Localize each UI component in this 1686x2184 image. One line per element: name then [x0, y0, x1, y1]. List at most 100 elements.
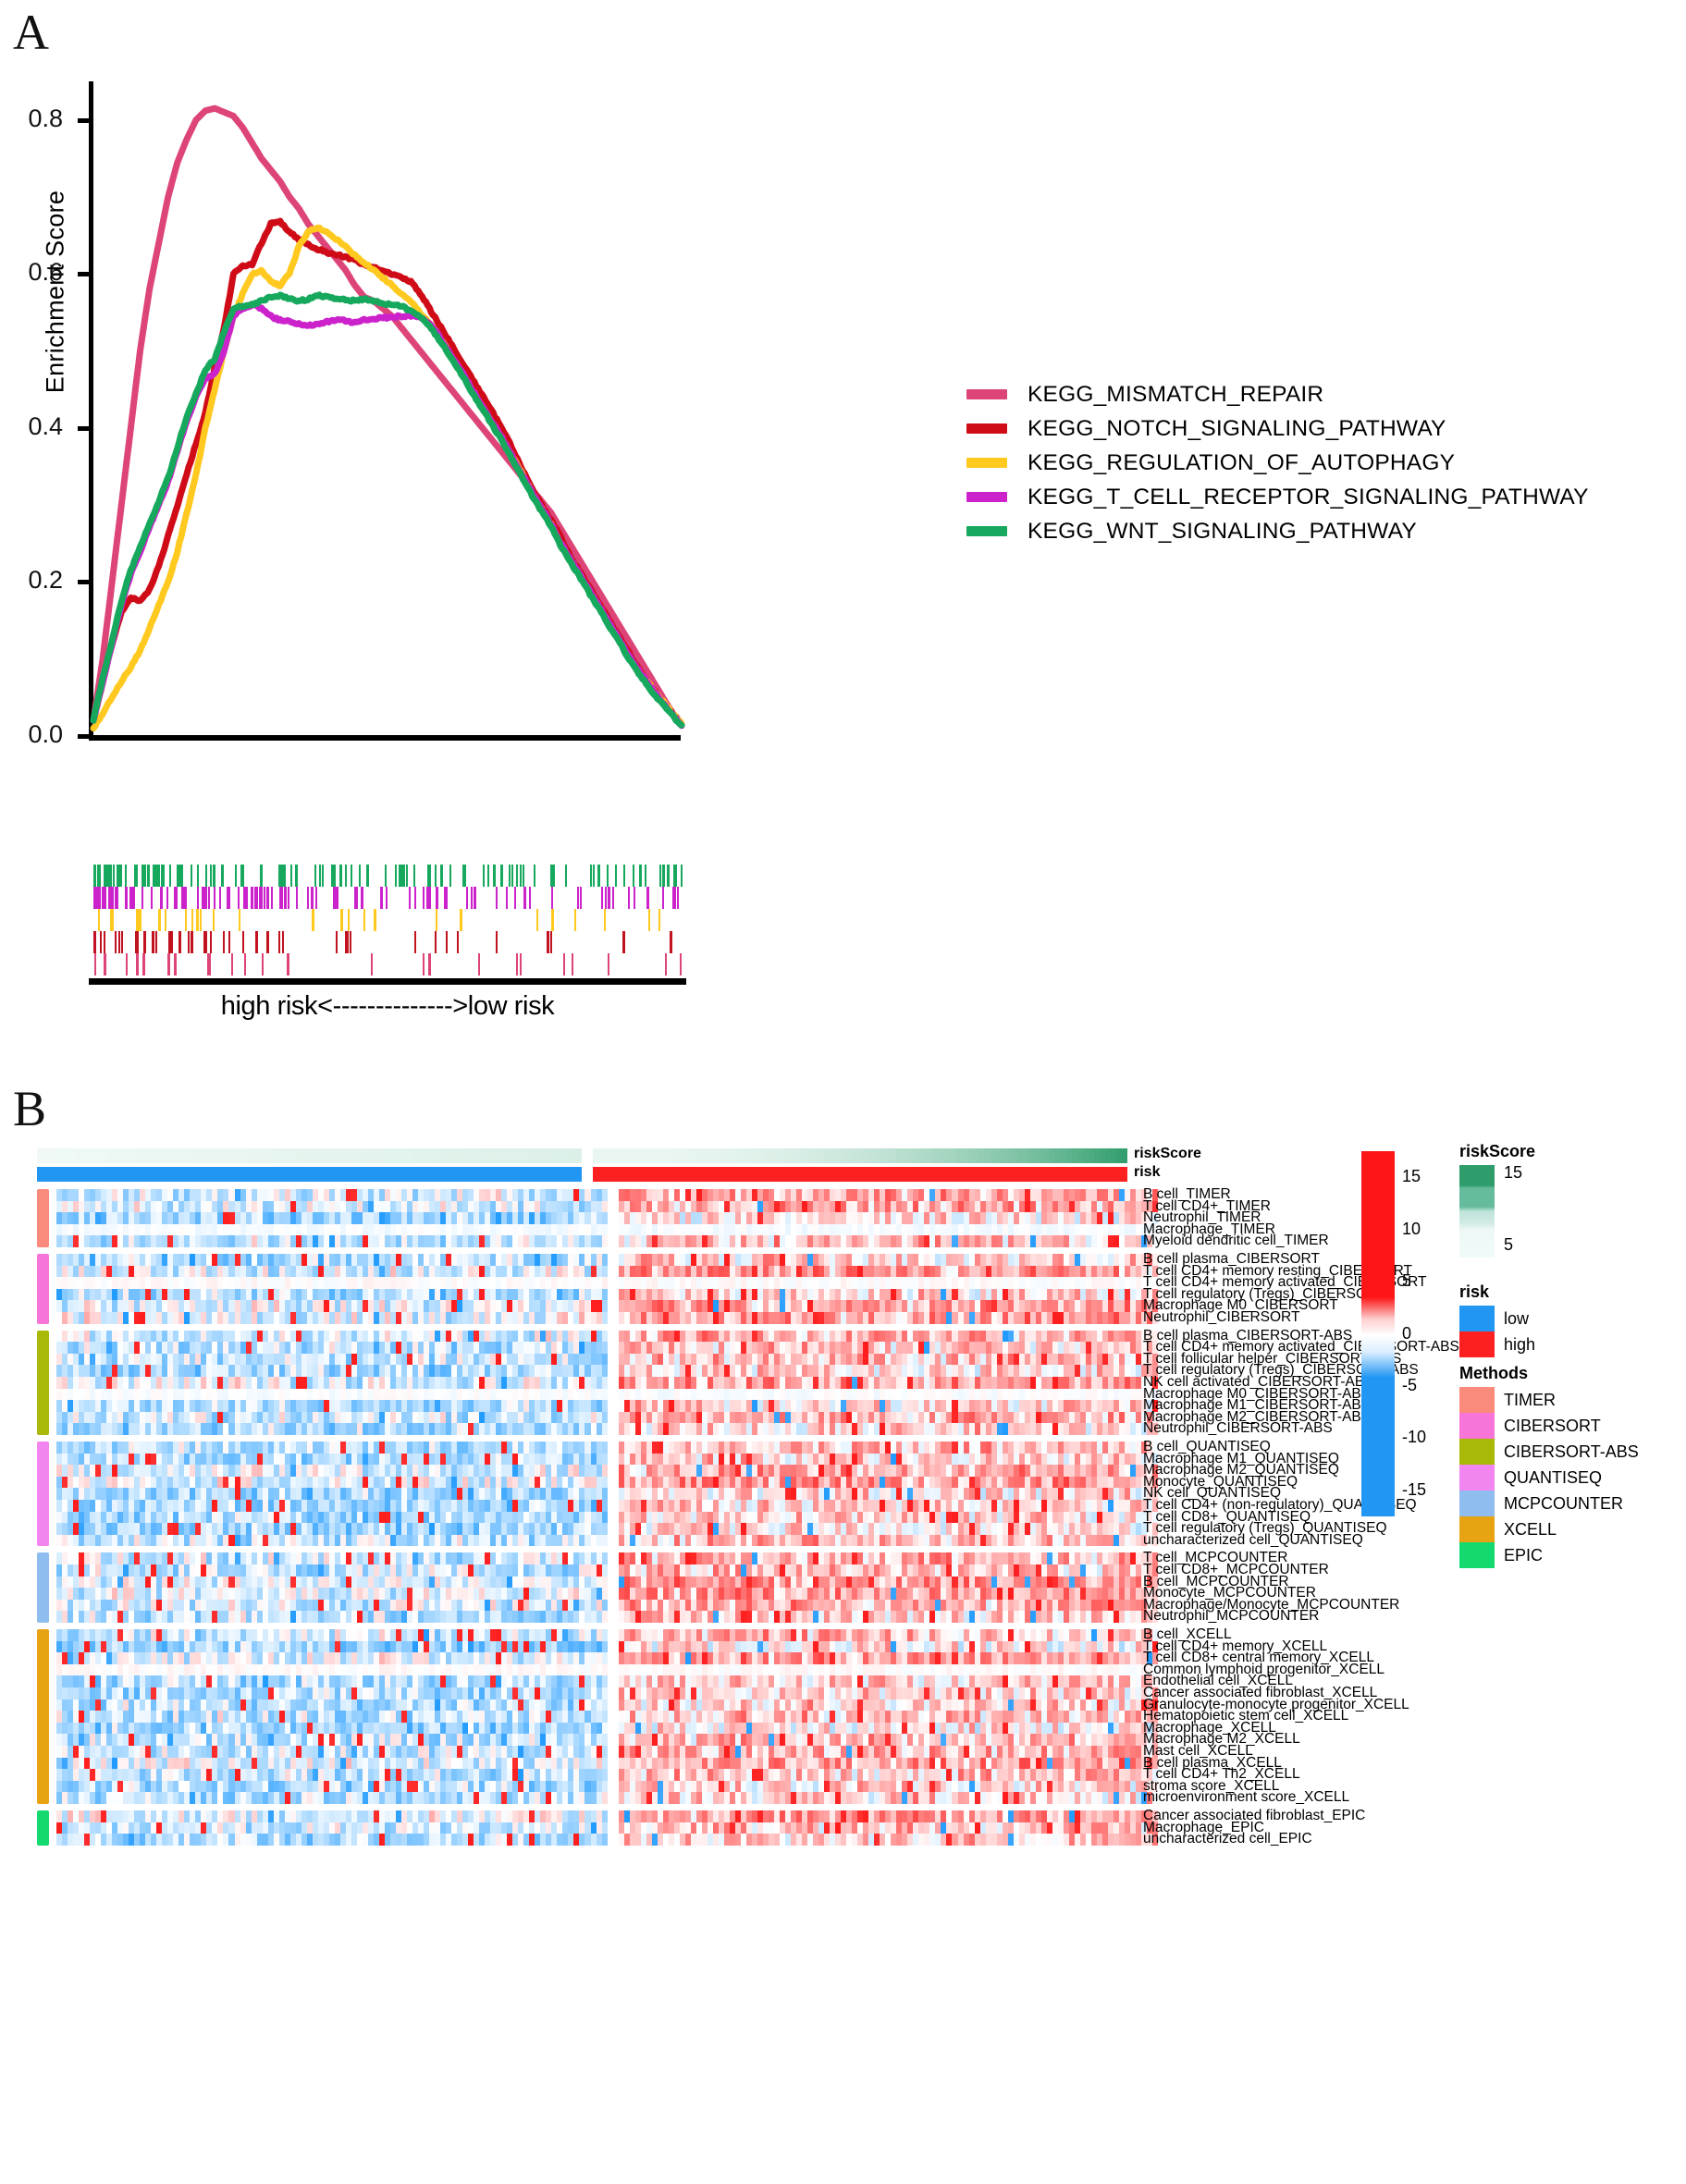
- risk-annotation-cell: [339, 1167, 346, 1182]
- heatmap-cell: [662, 1400, 669, 1412]
- heatmap-cell: [373, 1453, 379, 1466]
- risk-annotation-cell: [108, 1167, 115, 1182]
- heatmap-cell: [485, 1200, 491, 1213]
- heatmap-cell: [1101, 1265, 1108, 1278]
- heatmap-cell: [734, 1376, 741, 1389]
- heatmap-cell: [351, 1265, 357, 1278]
- heatmap-cell: [768, 1342, 774, 1354]
- heatmap-cell: [273, 1423, 279, 1435]
- heatmap-cell: [457, 1411, 463, 1424]
- heatmap-cell: [629, 1288, 635, 1301]
- heatmap-cell: [167, 1330, 174, 1343]
- heatmap-cell: [546, 1411, 552, 1424]
- heatmap-cell: [1096, 1423, 1102, 1435]
- heatmap-cell: [356, 1400, 363, 1412]
- heatmap-cell: [190, 1342, 196, 1354]
- heatmap-cell: [891, 1330, 897, 1343]
- heatmap-cell: [95, 1277, 102, 1289]
- heatmap-cell: [745, 1353, 752, 1366]
- heatmap-cell: [140, 1441, 146, 1454]
- heatmap-cell: [846, 1353, 853, 1366]
- heatmap-cell: [240, 1388, 246, 1401]
- heatmap-cell: [178, 1288, 185, 1301]
- heatmap-cell: [623, 1288, 630, 1301]
- risk-annotation-cell: [675, 1167, 682, 1182]
- heatmap-cell: [262, 1453, 268, 1466]
- heatmap-cell: [1029, 1353, 1036, 1366]
- heatmap-cell: [773, 1265, 780, 1278]
- heatmap-cell: [690, 1376, 696, 1389]
- heatmap-cell: [323, 1441, 329, 1454]
- heatmap-cell: [212, 1376, 218, 1389]
- riskscore-annotation-cell: [1039, 1148, 1045, 1163]
- heatmap-cell: [328, 1400, 335, 1412]
- heatmap-cell: [134, 1423, 141, 1435]
- heatmap-cell: [913, 1423, 919, 1435]
- heatmap-cell: [167, 1353, 174, 1366]
- heatmap-cell: [378, 1311, 385, 1324]
- heatmap-cell: [768, 1411, 774, 1424]
- heatmap-cell: [496, 1411, 502, 1424]
- heatmap-cell: [95, 1300, 102, 1312]
- riskscore-annotation-cell: [708, 1148, 715, 1163]
- heatmap-cell: [891, 1388, 897, 1401]
- heatmap-cell: [579, 1376, 585, 1389]
- heatmap-cell: [468, 1365, 474, 1377]
- heatmap-cell: [262, 1277, 268, 1289]
- heatmap-cell: [367, 1254, 374, 1266]
- heatmap-cell: [835, 1189, 842, 1201]
- heatmap-cell: [418, 1400, 425, 1412]
- heatmap-cell: [1101, 1388, 1108, 1401]
- rug-tick: [97, 865, 99, 887]
- heatmap-cell: [1057, 1254, 1064, 1266]
- heatmap-cell: [668, 1376, 674, 1389]
- heatmap-cell: [830, 1365, 836, 1377]
- heatmap-cell: [389, 1235, 396, 1247]
- heatmap-cell: [585, 1311, 591, 1324]
- heatmap-cell: [201, 1342, 207, 1354]
- heatmap-cell: [679, 1330, 685, 1343]
- heatmap-cell: [991, 1212, 997, 1224]
- rug-tick: [413, 887, 416, 909]
- heatmap-cell: [395, 1200, 401, 1213]
- heatmap-cell: [173, 1254, 179, 1266]
- heatmap-cell: [802, 1330, 808, 1343]
- heatmap-cell: [395, 1388, 401, 1401]
- heatmap-cell: [301, 1265, 307, 1278]
- risk-annotation-cell: [962, 1167, 968, 1182]
- heatmap-cell: [768, 1388, 774, 1401]
- heatmap-cell: [907, 1376, 914, 1389]
- heatmap-cell: [880, 1311, 886, 1324]
- heatmap-cell: [1068, 1342, 1075, 1354]
- heatmap-cell: [178, 1200, 185, 1213]
- riskscore-annotation-cell: [1022, 1148, 1028, 1163]
- heatmap-cell: [162, 1441, 168, 1454]
- riskscore-annotation-cell: [142, 1148, 148, 1163]
- heatmap-cell: [718, 1342, 724, 1354]
- riskscore-annotation-cell: [742, 1148, 748, 1163]
- heatmap-cell: [79, 1265, 85, 1278]
- heatmap-cell: [362, 1330, 368, 1343]
- heatmap-cell: [579, 1235, 585, 1247]
- heatmap-cell: [712, 1189, 719, 1201]
- heatmap-cell: [579, 1423, 585, 1435]
- heatmap-cell: [418, 1365, 425, 1377]
- heatmap-cell: [679, 1288, 685, 1301]
- heatmap-cell: [479, 1311, 486, 1324]
- heatmap-cell: [996, 1353, 1003, 1366]
- heatmap-cell: [1085, 1300, 1091, 1312]
- heatmap-cell: [773, 1423, 780, 1435]
- heatmap-cell: [328, 1388, 335, 1401]
- rug-tick: [471, 887, 474, 909]
- heatmap-cell: [440, 1365, 447, 1377]
- heatmap-cell: [289, 1189, 296, 1201]
- heatmap-cell: [935, 1411, 941, 1424]
- heatmap-cell: [206, 1265, 213, 1278]
- heatmap-cell: [902, 1311, 908, 1324]
- rug-tick: [175, 887, 178, 909]
- heatmap-cell: [684, 1300, 691, 1312]
- risk-annotation-cell: [1055, 1167, 1062, 1182]
- heatmap-cell: [301, 1254, 307, 1266]
- heatmap-cell: [985, 1376, 991, 1389]
- heatmap-cell: [1024, 1311, 1030, 1324]
